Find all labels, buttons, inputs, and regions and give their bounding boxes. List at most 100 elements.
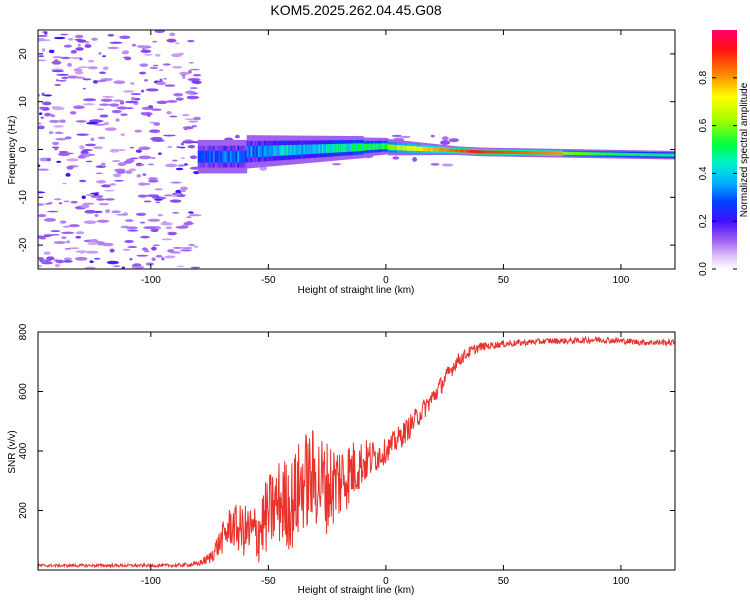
noise-blob: [82, 78, 92, 81]
noise-blob: [52, 141, 60, 146]
signal-band-cell: [472, 150, 475, 154]
noise-blob: [38, 122, 42, 125]
signal-band-cell: [348, 143, 351, 152]
noise-blob: [134, 129, 142, 133]
noise-blob: [145, 262, 154, 266]
noise-blob: [116, 213, 129, 216]
signal-band-cell: [258, 145, 261, 157]
signal-band-cell: [265, 145, 268, 157]
signal-band-cell: [320, 144, 323, 154]
noise-blob: [176, 146, 181, 148]
signal-band-cell: [464, 149, 468, 153]
noise-blob: [98, 202, 110, 206]
noise-blob: [50, 230, 61, 232]
noise-blob: [50, 114, 56, 118]
noise-blob: [75, 120, 87, 123]
noise-blob: [109, 183, 117, 186]
signal-band-cell: [274, 145, 278, 157]
noise-blob: [150, 157, 156, 159]
noise-blob: [391, 134, 402, 137]
signal-band-cell: [517, 151, 520, 155]
noise-blob: [180, 142, 185, 146]
noise-blob: [84, 266, 96, 269]
noise-blob: [180, 157, 185, 159]
noise-blob: [41, 261, 53, 265]
noise-blob: [149, 121, 156, 124]
signal-band-cell: [560, 151, 564, 155]
noise-blob: [43, 259, 52, 262]
noise-blob: [154, 188, 163, 191]
noise-blob: [146, 194, 157, 198]
signal-band-cell: [295, 144, 299, 155]
noise-blob: [83, 220, 97, 224]
noise-blob: [81, 149, 93, 152]
noise-blob: [142, 48, 146, 51]
noise-blob: [183, 126, 188, 131]
signal-band-cell: [310, 144, 314, 154]
noise-blob: [44, 32, 48, 35]
noise-blob: [104, 198, 115, 201]
signal-band-cell: [669, 153, 673, 157]
signal-band-cell: [214, 150, 218, 163]
noise-blob: [138, 155, 152, 160]
noise-blob: [151, 246, 157, 251]
noise-blob: [40, 116, 44, 119]
y-tick-label: 800: [18, 323, 29, 340]
signal-band-cell: [660, 153, 663, 157]
colorbar-tick-label: 0.2: [698, 214, 709, 228]
noise-blob: [109, 248, 115, 253]
signal-band-cell: [530, 151, 534, 155]
signal-band-cell: [592, 152, 596, 156]
signal-band-cell: [575, 152, 579, 156]
noise-blob: [70, 200, 78, 204]
noise-blob: [155, 201, 161, 204]
signal-band-cell: [494, 150, 498, 154]
signal-band-cell: [570, 151, 573, 155]
noise-blob: [85, 160, 93, 163]
signal-band-cell: [385, 143, 389, 150]
noise-blob: [54, 83, 62, 87]
signal-band-cell: [479, 150, 483, 154]
signal-band-cell: [267, 145, 270, 157]
signal-band-cell: [536, 151, 539, 155]
y-tick-label: 0: [18, 146, 29, 152]
noise-blob: [331, 162, 342, 166]
noise-blob: [131, 265, 145, 269]
noise-blob: [184, 139, 192, 141]
signal-band-cell: [577, 152, 581, 156]
signal-band-cell: [508, 150, 511, 154]
snr-y-label: SNR (v/v): [7, 430, 18, 473]
signal-band-cell: [305, 144, 308, 155]
noise-blob: [58, 150, 69, 154]
noise-blob: [109, 41, 123, 44]
noise-blob: [392, 156, 400, 160]
signal-band-cell: [212, 150, 216, 163]
noise-blob: [136, 254, 149, 257]
noise-blob: [114, 179, 124, 182]
noise-blob: [114, 168, 126, 173]
signal-band-cell: [532, 151, 535, 155]
signal-band-cell: [288, 145, 291, 156]
signal-band-cell: [656, 153, 660, 157]
signal-band-cell: [555, 151, 558, 155]
signal-band-cell: [342, 143, 346, 153]
noise-blob: [48, 49, 55, 54]
x-tick-label: 0: [383, 576, 389, 587]
signal-band-cell: [459, 149, 462, 153]
signal-band-cell: [466, 149, 470, 153]
signal-band-cell: [506, 150, 509, 154]
signal-band-cell: [468, 149, 472, 153]
noise-blob: [162, 63, 171, 66]
signal-band-cell: [643, 153, 646, 157]
noise-blob: [159, 196, 167, 200]
noise-blob: [64, 136, 72, 140]
signal-band-cell: [220, 150, 223, 163]
noise-blob: [124, 239, 134, 243]
noise-blob: [38, 125, 45, 130]
signal-band-cell: [218, 150, 221, 163]
signal-band-cell: [446, 148, 449, 152]
noise-blob: [120, 113, 128, 117]
signal-band-cell: [199, 150, 203, 163]
noise-blob: [52, 106, 65, 111]
